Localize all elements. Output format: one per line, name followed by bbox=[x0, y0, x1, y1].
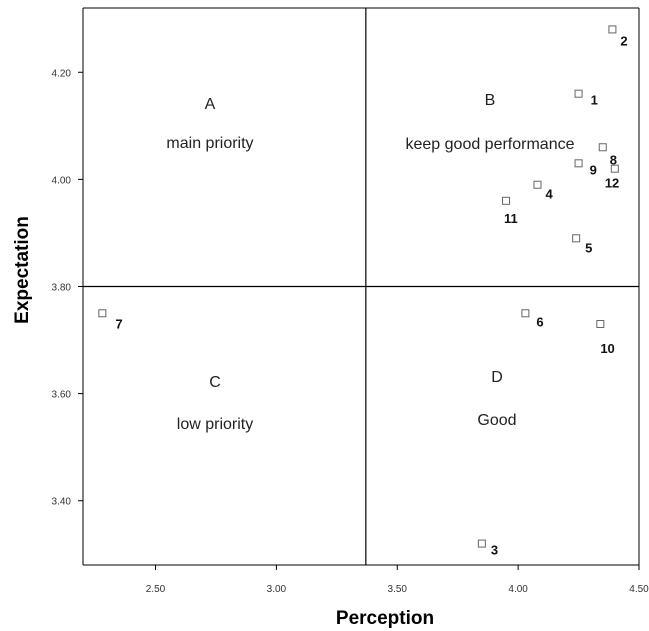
data-point-label-6: 6 bbox=[536, 314, 543, 329]
data-point-label-11: 11 bbox=[504, 211, 518, 226]
data-point-label-5: 5 bbox=[585, 240, 592, 255]
y-tick-label: 3.80 bbox=[52, 283, 72, 294]
data-point-label-8: 8 bbox=[610, 152, 617, 167]
data-point-marker-12 bbox=[610, 164, 619, 173]
quadrant-letter-c: C bbox=[209, 374, 221, 391]
data-point-label-2: 2 bbox=[620, 33, 627, 48]
y-tick-label: 3.60 bbox=[52, 390, 72, 401]
data-point-marker-8 bbox=[598, 143, 607, 152]
x-axis-ticks: 2.50 3.00 3.50 4.00 4.50 bbox=[146, 565, 649, 595]
data-point-marker-10 bbox=[596, 319, 605, 328]
data-point-marker-9 bbox=[574, 159, 583, 168]
y-tick-label: 4.00 bbox=[52, 175, 72, 186]
x-tick-label: 4.50 bbox=[629, 584, 649, 595]
x-tick-label: 2.50 bbox=[146, 584, 166, 595]
data-point-label-7: 7 bbox=[115, 316, 122, 331]
data-point-marker-3 bbox=[477, 539, 486, 548]
data-point-label-1: 1 bbox=[591, 93, 598, 108]
data-point-marker-11 bbox=[502, 196, 511, 205]
quadrant-letter-a: A bbox=[205, 96, 216, 113]
data-point-marker-6 bbox=[521, 309, 530, 318]
x-tick-label: 3.50 bbox=[388, 584, 408, 595]
y-axis-ticks: 3.40 3.60 3.80 4.00 4.20 bbox=[52, 68, 83, 508]
y-tick-label: 4.20 bbox=[52, 68, 72, 79]
y-axis-title: Expectation bbox=[12, 216, 33, 324]
data-point-marker-1 bbox=[574, 89, 583, 98]
y-tick-label: 3.40 bbox=[52, 497, 72, 508]
data-point-label-10: 10 bbox=[600, 341, 614, 356]
x-tick-label: 4.00 bbox=[508, 584, 528, 595]
data-point-marker-5 bbox=[572, 234, 581, 243]
x-tick-label: 3.00 bbox=[267, 584, 287, 595]
data-point-label-3: 3 bbox=[491, 543, 498, 558]
quadrant-description-b: keep good performance bbox=[406, 136, 575, 153]
x-axis-title: Perception bbox=[336, 608, 434, 629]
data-point-label-4: 4 bbox=[545, 187, 553, 202]
data-point-marker-4 bbox=[533, 180, 542, 189]
data-point-label-12: 12 bbox=[605, 176, 619, 191]
data-point-marker-2 bbox=[608, 25, 617, 34]
quadrant-letter-d: D bbox=[491, 369, 503, 386]
quadrant-description-c: low priority bbox=[177, 416, 253, 433]
data-point-marker-7 bbox=[98, 309, 107, 318]
data-point-label-9: 9 bbox=[590, 162, 597, 177]
quadrant-divider-lines bbox=[83, 8, 639, 565]
quadrant-description-a: main priority bbox=[166, 135, 253, 152]
quadrant-description-d: Good bbox=[477, 412, 516, 429]
quadrant-letter-b: B bbox=[485, 92, 496, 109]
